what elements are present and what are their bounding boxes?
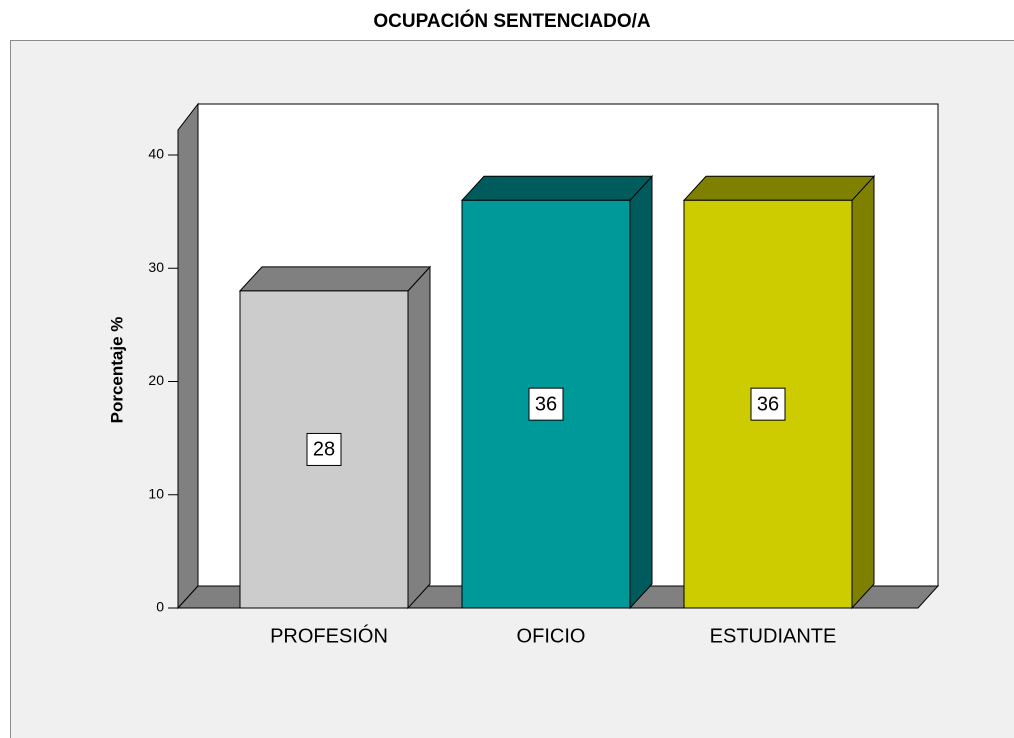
left-wall	[177, 102, 199, 610]
value-label: 36	[535, 393, 557, 415]
x-tick-label: PROFESIÓN	[270, 624, 388, 647]
x-tick-label: OFICIO	[517, 625, 586, 647]
x-tick-label: ESTUDIANTE	[710, 625, 837, 647]
y-tick-label: 10	[148, 485, 164, 501]
bar-side	[407, 265, 431, 610]
value-label-box	[306, 432, 342, 466]
y-tick-label: 20	[148, 372, 164, 388]
value-label: 36	[757, 393, 779, 415]
y-tick-label: 0	[156, 599, 164, 615]
bar-side	[851, 175, 875, 610]
bar-top	[460, 175, 654, 201]
y-tick-label: 40	[148, 146, 164, 162]
value-label-box	[528, 387, 564, 421]
y-tick-label: 30	[148, 259, 164, 275]
chart-title: OCUPACIÓN SENTENCIADO/A	[373, 10, 651, 32]
bar-top	[238, 266, 432, 292]
y-axis-label: Porcentaje %	[107, 317, 126, 424]
bar-side	[629, 175, 653, 610]
value-label: 28	[313, 439, 335, 461]
bar-top	[682, 175, 876, 201]
value-label-box	[750, 387, 786, 421]
